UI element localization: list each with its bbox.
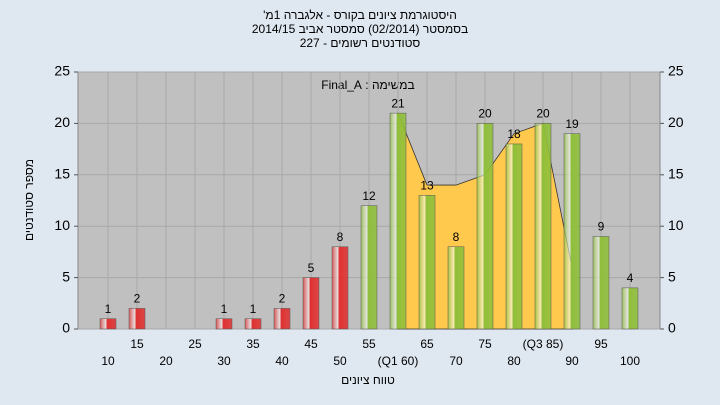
data-label: 19 [565, 117, 579, 131]
data-label: 1 [105, 302, 112, 316]
data-label: 4 [627, 271, 634, 285]
y-tick-label: 15 [54, 166, 70, 182]
bar [592, 236, 610, 330]
bar [215, 318, 233, 330]
y2-tick-label: 25 [668, 63, 684, 79]
x-tick-label: 55 [362, 337, 376, 351]
bar [302, 277, 320, 330]
y-axis-title: מספר סטודנטים [22, 159, 36, 241]
data-label: 1 [250, 302, 257, 316]
y-tick-label: 5 [62, 268, 70, 284]
bar [331, 246, 349, 330]
y-tick-label: 25 [54, 63, 70, 79]
x-tick-label: 50 [333, 354, 347, 368]
data-label: 13 [420, 179, 434, 193]
bar [476, 123, 494, 330]
y-tick-label: 0 [62, 320, 70, 336]
x-tick-label: 80 [507, 354, 521, 368]
x-tick-label: 65 [420, 337, 434, 351]
bar [360, 205, 378, 330]
x-tick-label: 70 [449, 354, 463, 368]
annotation: במשימה : Final_A [321, 78, 414, 92]
chart-subtitle: סטודנטים רשומים - 227 [300, 36, 421, 50]
x-tick-label: 95 [594, 337, 608, 351]
data-label: 8 [453, 230, 460, 244]
x-tick-label: 35 [246, 337, 260, 351]
y2-tick-label: 20 [668, 114, 684, 130]
data-label: 20 [536, 107, 550, 121]
x-tick-label: 100 [620, 354, 640, 368]
data-label: 20 [478, 107, 492, 121]
bar [389, 112, 407, 330]
x-tick-label: 45 [304, 337, 318, 351]
bar [447, 246, 465, 330]
bar [99, 318, 117, 330]
bar [418, 195, 436, 330]
data-label: 18 [507, 127, 521, 141]
y-tick-label: 10 [54, 217, 70, 233]
data-label: 8 [337, 230, 344, 244]
bar [244, 318, 262, 330]
y-tick-label: 20 [54, 114, 70, 130]
data-label: 21 [391, 96, 405, 110]
bar [273, 308, 291, 330]
x-tick-label: 15 [130, 337, 144, 351]
y2-tick-label: 10 [668, 217, 684, 233]
y2-tick-label: 0 [668, 320, 676, 336]
data-label: 5 [308, 261, 315, 275]
x-tick-label: 20 [159, 354, 173, 368]
bar [128, 308, 146, 330]
chart-title: היסטוגרמת ציונים בקורס - אלגברה 1מ' [263, 8, 457, 22]
x-axis-title: טווח ציונים [341, 373, 395, 387]
x-tick-label: (Q3 85) [523, 337, 564, 351]
x-tick-label: (Q1 60) [378, 354, 419, 368]
y2-tick-label: 5 [668, 268, 676, 284]
x-tick-label: 10 [101, 354, 115, 368]
data-label: 2 [134, 292, 141, 306]
x-tick-label: 90 [565, 354, 579, 368]
data-label: 9 [598, 220, 605, 234]
x-tick-label: 40 [275, 354, 289, 368]
data-label: 1 [221, 302, 228, 316]
data-label: 12 [362, 189, 376, 203]
x-tick-label: 25 [188, 337, 202, 351]
chart-subtitle: בסמסטר (02/2014) סמסטר אביב 2014/15 [252, 22, 468, 36]
bar [505, 143, 523, 330]
data-label: 2 [279, 292, 286, 306]
y2-tick-label: 15 [668, 166, 684, 182]
x-tick-label: 75 [478, 337, 492, 351]
bar [534, 123, 552, 330]
bar [563, 133, 581, 330]
bar [621, 287, 639, 330]
x-tick-label: 30 [217, 354, 231, 368]
